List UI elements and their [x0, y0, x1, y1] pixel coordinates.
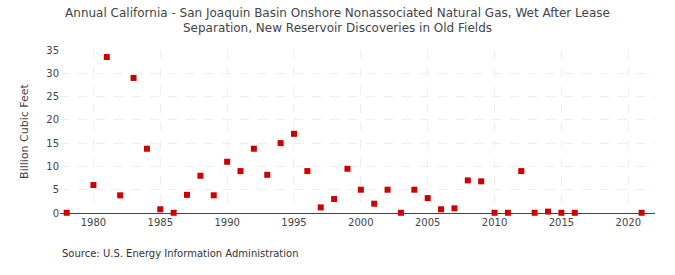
svg-text:2005: 2005 [415, 217, 440, 228]
svg-text:1980: 1980 [81, 217, 106, 228]
svg-text:Billion Cubic Feet: Billion Cubic Feet [18, 83, 31, 178]
svg-text:2000: 2000 [348, 217, 373, 228]
svg-text:Source: U.S. Energy Informatio: Source: U.S. Energy Information Administ… [62, 248, 299, 259]
svg-text:Annual California - San Joaqui: Annual California - San Joaquin Basin On… [65, 6, 610, 36]
svg-text:25: 25 [46, 91, 59, 102]
svg-text:35: 35 [46, 45, 59, 56]
svg-text:10: 10 [46, 161, 59, 172]
svg-text:15: 15 [46, 138, 59, 149]
svg-text:20: 20 [46, 114, 59, 125]
svg-text:30: 30 [46, 68, 59, 79]
svg-text:2020: 2020 [616, 217, 641, 228]
svg-text:0: 0 [53, 208, 59, 219]
svg-text:5: 5 [53, 184, 59, 195]
svg-text:1985: 1985 [148, 217, 173, 228]
svg-text:2015: 2015 [549, 217, 574, 228]
svg-text:2010: 2010 [482, 217, 507, 228]
svg-text:1995: 1995 [281, 217, 306, 228]
svg-text:1990: 1990 [214, 217, 239, 228]
